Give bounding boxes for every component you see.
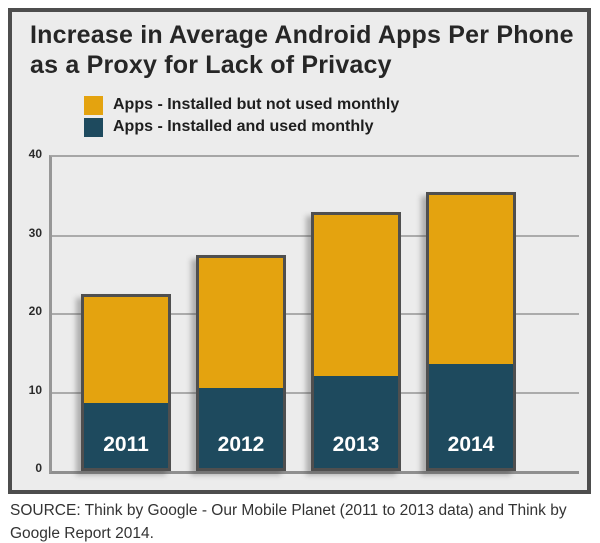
bar-2012: 2012 (196, 255, 286, 471)
legend-swatch-icon (84, 117, 103, 137)
y-axis: 0 10 20 30 40 (12, 147, 42, 475)
bar-segment-not-used (199, 258, 283, 388)
chart-panel: Increase in Average Android Apps Per Pho… (8, 8, 591, 494)
bar-segment-not-used (314, 215, 398, 376)
bar-2011: 2011 (81, 294, 171, 471)
bar-2013: 2013 (311, 212, 401, 471)
bar-year-label: 2012 (217, 433, 265, 456)
chart-title: Increase in Average Android Apps Per Pho… (30, 21, 574, 79)
y-tick-label: 0 (35, 461, 42, 475)
legend-item-label: Apps - Installed but not used monthly (113, 96, 400, 113)
legend: Apps - Installed but not used monthly App… (84, 95, 399, 139)
bar-year-label: 2011 (103, 433, 149, 456)
bar-segment-used: 2011 (84, 403, 168, 468)
legend-swatch-icon (84, 95, 103, 115)
bar-year-label: 2014 (447, 433, 495, 456)
y-tick-label: 20 (28, 304, 42, 318)
y-tick-label: 10 (28, 382, 42, 397)
bar-segment-used: 2014 (429, 364, 513, 468)
legend-item: Apps - Installed but not used monthly (84, 95, 399, 115)
legend-item: Apps - Installed and used monthly (84, 117, 399, 137)
legend-item-label: Apps - Installed and used monthly (113, 118, 374, 135)
bar-segment-used: 2012 (199, 388, 283, 468)
y-tick-label: 40 (28, 147, 42, 161)
bar-year-label: 2013 (332, 433, 380, 456)
bar-segment-not-used (429, 195, 513, 364)
bar-2014: 2014 (426, 192, 516, 471)
source-note: SOURCE: Think by Google - Our Mobile Pla… (10, 502, 567, 542)
plot-area: 2011 2012 2013 2014 (49, 155, 579, 474)
bar-segment-used: 2013 (314, 376, 398, 468)
bar-segment-not-used (84, 297, 168, 403)
y-tick-label: 30 (28, 225, 42, 240)
